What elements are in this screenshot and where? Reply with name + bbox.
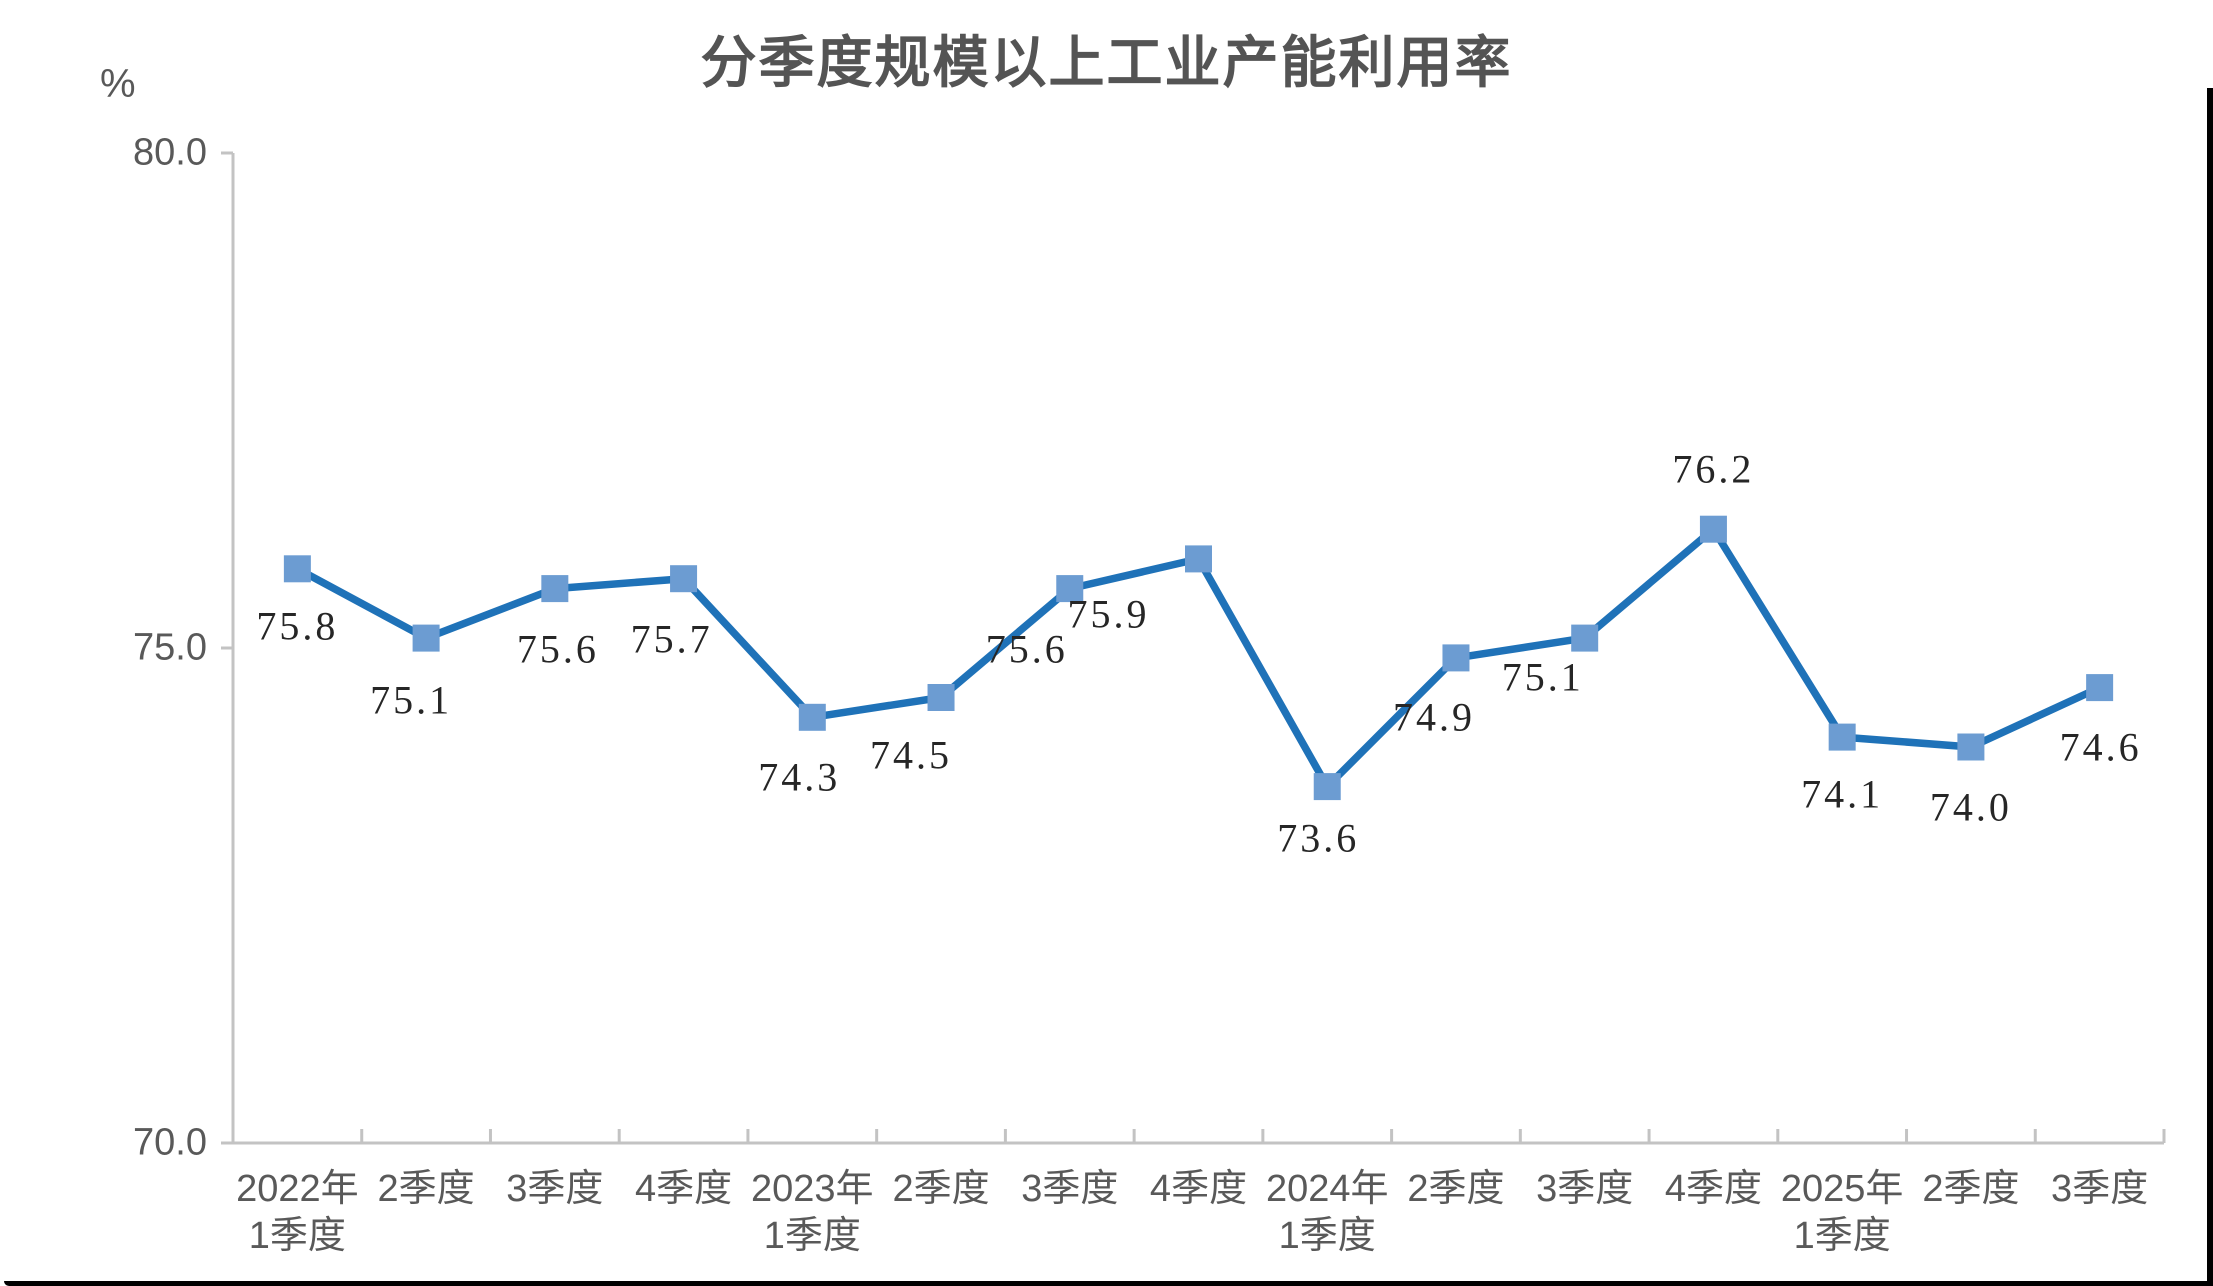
data-point-label: 74.5 xyxy=(870,732,953,777)
x-tick-label: 2024年 1季度 xyxy=(1265,1168,1389,1257)
x-tick-label: 4季度 xyxy=(1149,1168,1248,1210)
data-point-label: 74.1 xyxy=(1801,771,1884,817)
x-tick-label: 3季度 xyxy=(1536,1168,1634,1210)
data-point-marker xyxy=(670,565,698,593)
y-tick-label: 75.0 xyxy=(133,626,207,669)
x-tick-label: 3季度 xyxy=(506,1168,604,1210)
data-point-label: 75.1 xyxy=(370,677,453,723)
y-tick-label: 70.0 xyxy=(133,1121,207,1164)
data-point-label: 74.0 xyxy=(1929,784,2012,830)
data-point-label: 76.2 xyxy=(1672,446,1755,492)
data-point-marker xyxy=(1957,733,1985,761)
data-point-label: 75.6 xyxy=(516,626,599,672)
x-tick-label: 3季度 xyxy=(1021,1168,1119,1210)
data-point-label: 74.6 xyxy=(2059,724,2142,770)
data-point-marker xyxy=(412,624,440,652)
data-point-marker xyxy=(1828,723,1856,751)
window-bottom-edge xyxy=(4,1281,2213,1286)
x-tick-label: 2季度 xyxy=(1922,1168,2020,1210)
data-point-marker xyxy=(1699,515,1727,543)
data-point-label: 74.3 xyxy=(758,754,841,800)
data-point-marker xyxy=(927,684,955,711)
x-tick-label: 4季度 xyxy=(1664,1168,1762,1210)
x-tick-label: 4季度 xyxy=(634,1168,733,1210)
data-point-label: 75.6 xyxy=(985,626,1068,672)
data-point-label: 75.8 xyxy=(256,603,339,649)
y-tick-label: 80.0 xyxy=(133,131,207,174)
x-tick-label: 2季度 xyxy=(892,1168,990,1210)
window-right-edge xyxy=(2207,88,2213,1286)
data-point-marker xyxy=(1185,545,1212,573)
data-point-marker xyxy=(1571,624,1599,652)
data-point-label: 75.1 xyxy=(1501,654,1584,700)
x-tick-label: 2季度 xyxy=(377,1168,475,1210)
data-point-marker xyxy=(1056,575,1084,603)
data-point-marker xyxy=(1442,644,1470,672)
data-point-marker xyxy=(798,703,826,731)
x-tick-label: 3季度 xyxy=(2051,1168,2149,1210)
data-point-label: 75.9 xyxy=(1067,591,1150,637)
x-tick-label: 2023年 1季度 xyxy=(751,1168,874,1257)
data-point-marker xyxy=(2086,674,2114,702)
data-point-label: 73.6 xyxy=(1277,815,1360,861)
chart-title: 分季度规模以上工业产能利用率 xyxy=(700,31,1513,94)
data-point-marker xyxy=(541,575,569,603)
data-point-label: 75.7 xyxy=(630,616,713,662)
data-point-label: 74.9 xyxy=(1392,694,1475,740)
data-point-marker xyxy=(283,555,311,583)
x-tick-label: 2025年 1季度 xyxy=(1780,1168,1904,1257)
y-axis-unit-label: % xyxy=(100,62,136,106)
x-tick-label: 2022年 1季度 xyxy=(236,1168,359,1257)
x-tick-label: 2季度 xyxy=(1407,1168,1505,1210)
data-point-marker xyxy=(1313,773,1341,801)
